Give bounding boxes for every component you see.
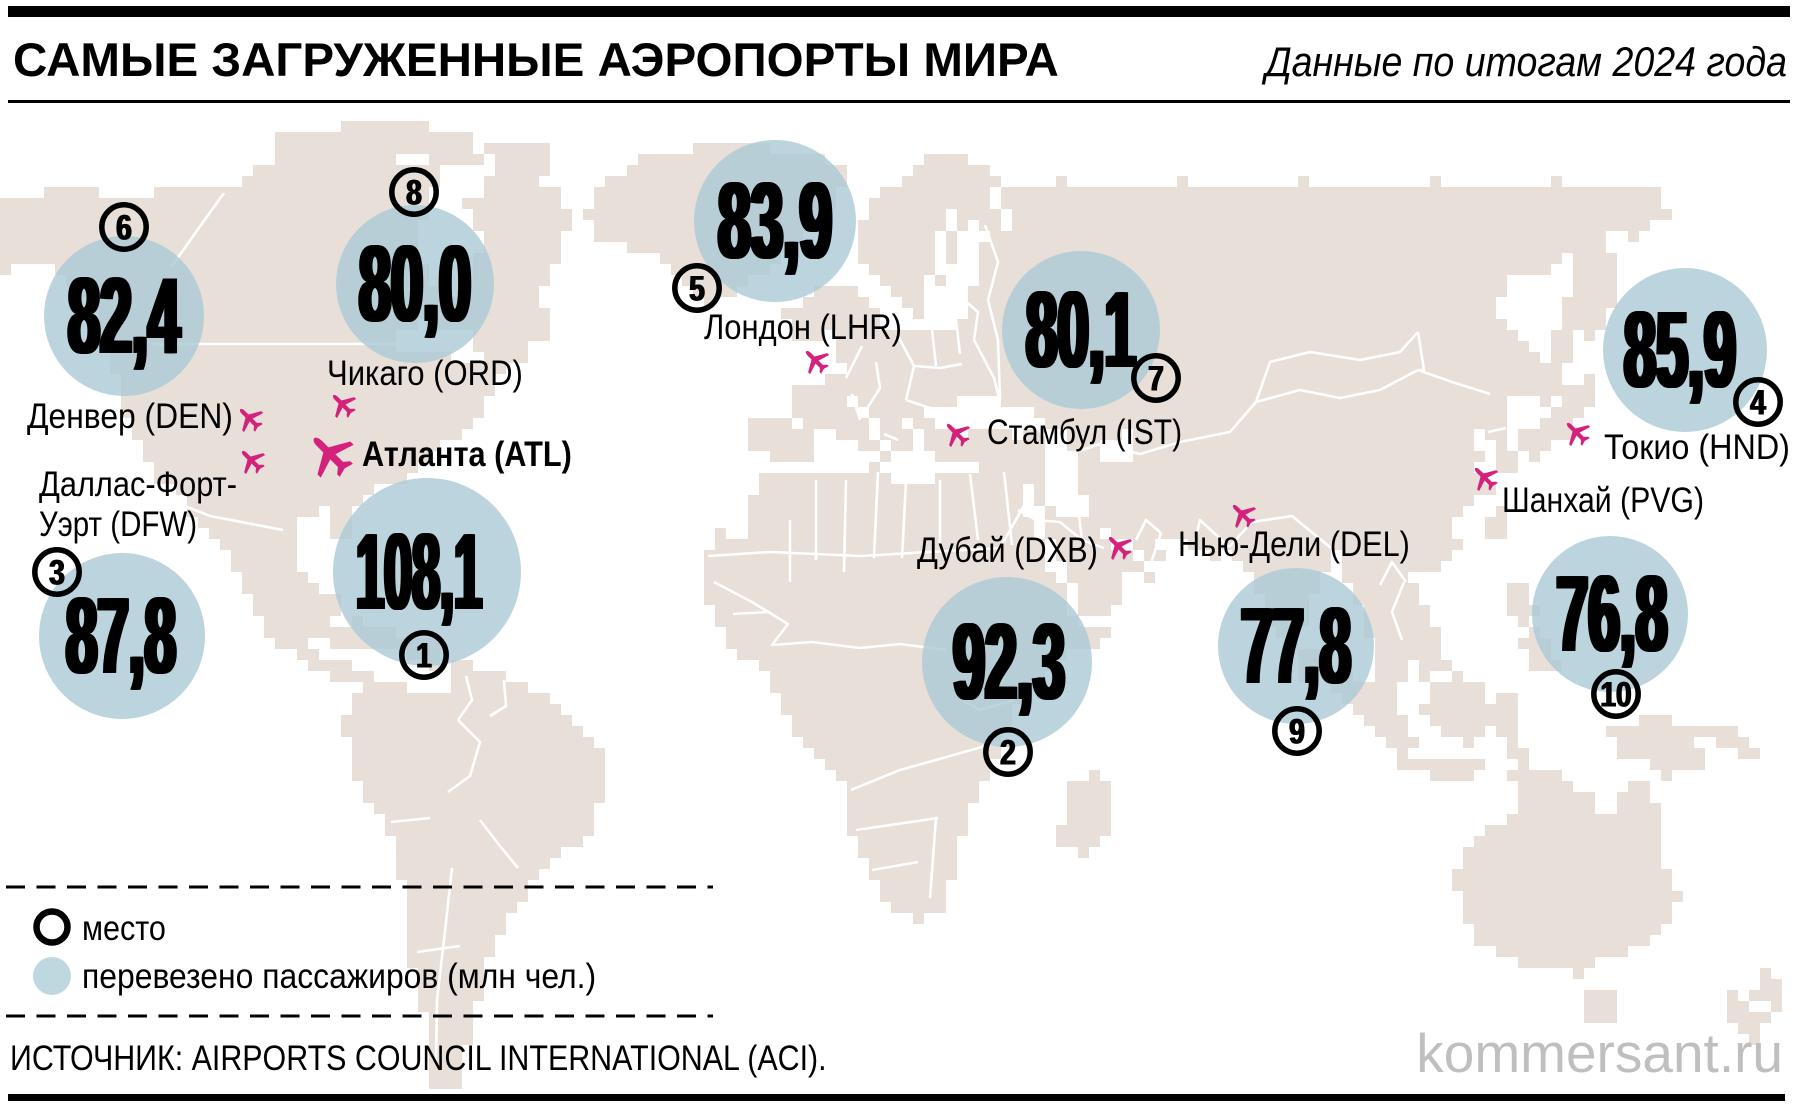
svg-text:Токио (HND): Токио (HND) [1604,429,1790,467]
svg-text:85,9: 85,9 [1624,289,1736,410]
svg-text:5: 5 [690,268,706,308]
svg-text:83,9: 83,9 [719,160,833,282]
svg-text:76,8: 76,8 [1554,553,1665,675]
svg-text:85,9: 85,9 [1623,289,1735,410]
svg-text:92,3: 92,3 [954,601,1066,722]
svg-text:80,1: 80,1 [1026,269,1136,391]
svg-text:8: 8 [406,172,422,212]
svg-text:6: 6 [117,207,133,247]
svg-text:8: 8 [405,172,421,212]
svg-text:Стамбул (IST): Стамбул (IST) [987,413,1182,452]
svg-text:108,1: 108,1 [356,510,482,632]
svg-text:76,8: 76,8 [1555,553,1666,675]
svg-text:80,0: 80,0 [356,223,468,344]
svg-text:10: 10 [1600,674,1631,714]
svg-text:82,4: 82,4 [65,255,177,376]
svg-text:6: 6 [115,207,131,247]
svg-text:2: 2 [1000,732,1016,772]
svg-text:80,0: 80,0 [358,223,470,344]
svg-text:87,8: 87,8 [63,575,173,697]
svg-text:85,9: 85,9 [1621,289,1733,410]
svg-text:1: 1 [416,635,432,675]
svg-text:2: 2 [1001,732,1017,772]
svg-text:83,9: 83,9 [718,160,832,282]
svg-text:Атланта (ATL): Атланта (ATL) [362,434,572,473]
svg-text:80,1: 80,1 [1027,269,1137,391]
svg-text:Лондон (LHR): Лондон (LHR) [704,307,902,346]
svg-text:80,0: 80,0 [362,223,474,344]
svg-text:1: 1 [417,635,433,675]
svg-text:место: место [82,908,166,947]
svg-text:kommersant.ru: kommersant.ru [1416,1022,1783,1084]
svg-text:82,4: 82,4 [69,255,181,376]
svg-text:83,9: 83,9 [715,160,829,282]
svg-text:85,9: 85,9 [1625,289,1737,410]
svg-text:1: 1 [415,635,431,675]
svg-text:92,3: 92,3 [956,601,1068,722]
svg-text:САМЫЕ ЗАГРУЖЕННЫЕ АЭРОПОРТЫ МИ: САМЫЕ ЗАГРУЖЕННЫЕ АЭРОПОРТЫ МИРА [13,34,1059,87]
svg-text:5: 5 [689,268,705,308]
svg-text:108,1: 108,1 [354,510,480,632]
svg-text:77,8: 77,8 [1244,585,1354,707]
svg-text:8: 8 [407,172,423,212]
svg-text:80,1: 80,1 [1023,269,1133,391]
svg-text:7: 7 [1147,358,1163,398]
svg-text:10: 10 [1601,674,1632,714]
svg-text:4: 4 [1751,382,1767,422]
svg-text:77,8: 77,8 [1242,585,1352,707]
svg-text:3: 3 [48,552,64,592]
svg-text:80,0: 80,0 [360,223,472,344]
svg-text:Денвер (DEN): Денвер (DEN) [27,398,233,437]
svg-text:7: 7 [1149,358,1165,398]
svg-text:82,4: 82,4 [68,255,180,376]
svg-text:87,8: 87,8 [69,575,179,697]
svg-text:76,8: 76,8 [1559,553,1670,675]
svg-text:80,1: 80,1 [1029,269,1139,391]
svg-text:9: 9 [1290,711,1306,751]
svg-text:80,1: 80,1 [1025,269,1135,391]
svg-text:92,3: 92,3 [950,601,1062,722]
svg-text:2: 2 [999,732,1015,772]
svg-text:7: 7 [1148,358,1164,398]
svg-text:9: 9 [1288,711,1304,751]
svg-text:77,8: 77,8 [1238,585,1348,707]
svg-text:87,8: 87,8 [65,575,175,697]
svg-text:108,1: 108,1 [357,510,483,632]
svg-text:83,9: 83,9 [717,160,831,282]
svg-text:4: 4 [1750,382,1766,422]
svg-text:Дубай (DXB): Дубай (DXB) [917,530,1098,569]
svg-text:82,4: 82,4 [67,255,179,376]
svg-text:4: 4 [1749,382,1765,422]
svg-text:ИСТОЧНИК: AIRPORTS COUNCIL INT: ИСТОЧНИК: AIRPORTS COUNCIL INTERNATIONAL… [10,1038,827,1077]
svg-text:76,8: 76,8 [1557,553,1668,675]
svg-text:82,4: 82,4 [71,255,183,376]
svg-text:76,8: 76,8 [1558,553,1669,675]
svg-text:92,3: 92,3 [952,601,1064,722]
svg-text:10: 10 [1600,674,1631,714]
svg-text:Шанхай (PVG): Шанхай (PVG) [1502,480,1704,520]
svg-text:9: 9 [1289,711,1305,751]
svg-text:108,1: 108,1 [358,510,484,632]
svg-text:87,8: 87,8 [67,575,177,697]
svg-text:Данные по итогам 2024 года: Данные по итогам 2024 года [1261,39,1787,85]
svg-text:92,3: 92,3 [953,601,1065,722]
svg-text:77,8: 77,8 [1240,585,1350,707]
svg-text:3: 3 [49,552,65,592]
svg-text:108,1: 108,1 [355,510,481,632]
svg-text:80,0: 80,0 [359,223,471,344]
svg-text:перевезено пассажиров (млн чел: перевезено пассажиров (млн чел.) [82,958,596,997]
svg-text:77,8: 77,8 [1241,585,1351,707]
svg-text:6: 6 [116,207,132,247]
svg-text:3: 3 [50,552,66,592]
svg-text:Нью-Дели (DEL): Нью-Дели (DEL) [1178,524,1410,563]
svg-text:Чикаго (ORD): Чикаго (ORD) [327,354,523,393]
svg-text:85,9: 85,9 [1627,289,1739,410]
svg-text:87,8: 87,8 [66,575,176,697]
svg-text:Уэрт (DFW): Уэрт (DFW) [39,505,197,544]
svg-text:5: 5 [688,268,704,308]
svg-text:83,9: 83,9 [721,160,835,282]
svg-text:Даллас-Форт-: Даллас-Форт- [39,464,237,503]
